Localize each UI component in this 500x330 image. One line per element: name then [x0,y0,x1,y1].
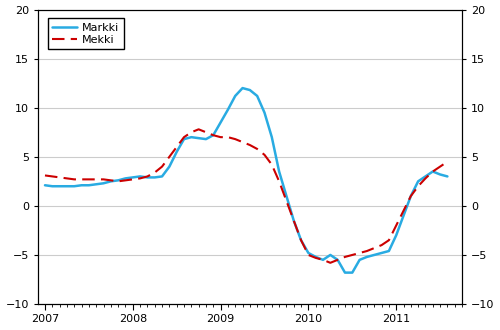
Mekki [328,261,334,265]
Markki [342,271,348,275]
Markki [312,255,318,259]
Line: Mekki: Mekki [45,129,448,263]
Mekki [50,175,56,179]
Markki [240,86,246,90]
Markki [298,238,304,242]
Legend: Markki, Mekki: Markki, Mekki [48,18,124,49]
Mekki [364,249,370,253]
Mekki [312,256,318,260]
Mekki [196,127,202,131]
Markki [444,175,450,179]
Markki [364,255,370,259]
Mekki [276,179,282,183]
Markki [188,135,194,139]
Markki [50,184,56,188]
Markki [42,183,48,187]
Mekki [42,174,48,178]
Markki [276,170,282,174]
Mekki [444,160,450,164]
Mekki [298,238,304,242]
Line: Markki: Markki [45,88,448,273]
Mekki [188,130,194,134]
